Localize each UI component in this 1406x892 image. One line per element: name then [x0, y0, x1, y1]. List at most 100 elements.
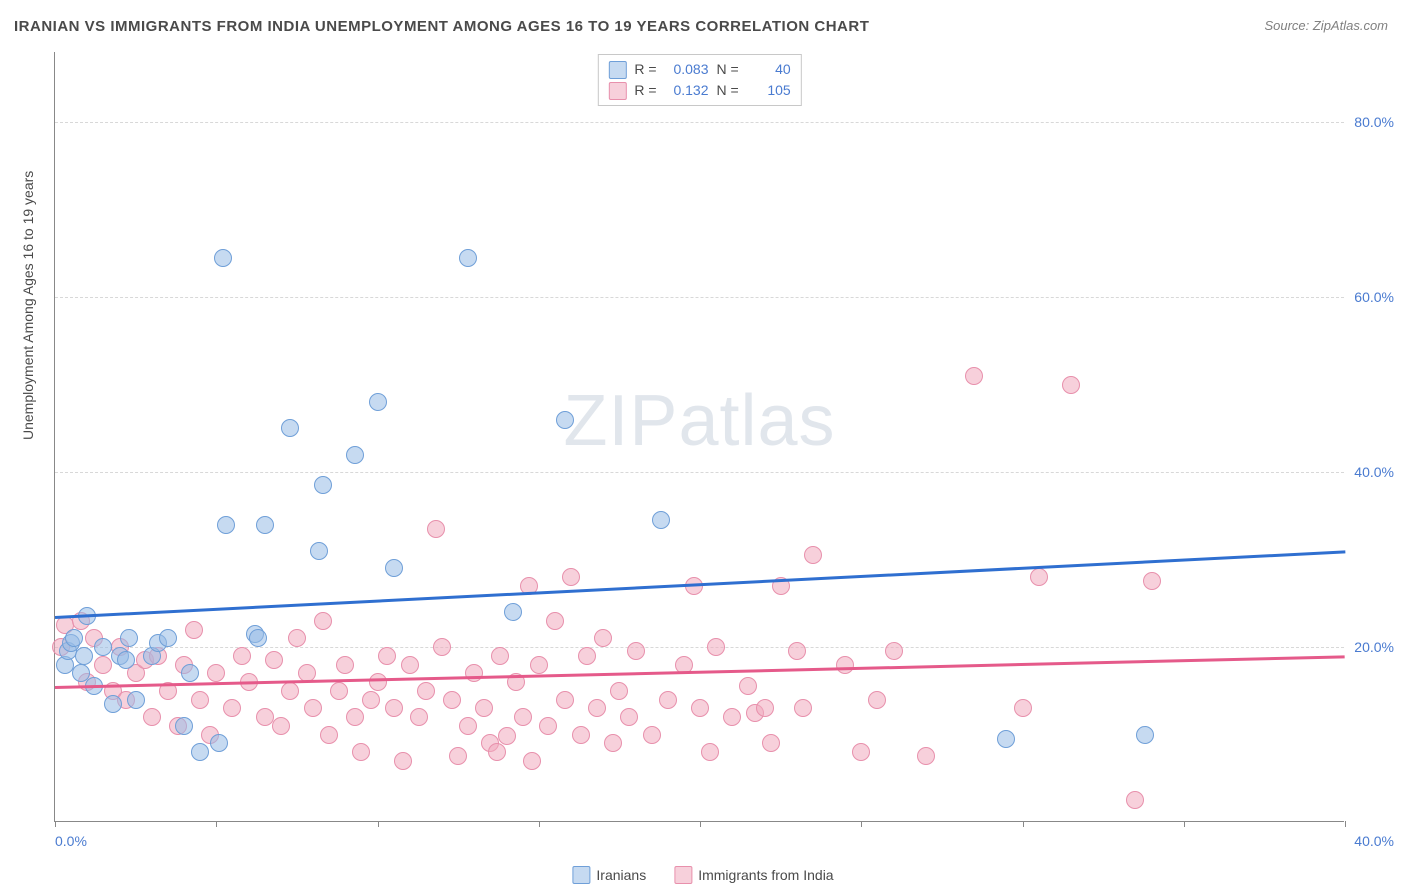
watermark-atlas: atlas	[678, 381, 835, 461]
xtick-mark	[861, 821, 862, 827]
ytick-label: 40.0%	[1354, 464, 1394, 480]
data-point	[181, 664, 199, 682]
data-point	[610, 682, 628, 700]
data-point	[523, 752, 541, 770]
data-point	[1126, 791, 1144, 809]
data-point	[762, 734, 780, 752]
stat-n-label-2: N =	[717, 80, 739, 101]
data-point	[546, 612, 564, 630]
data-point	[346, 708, 364, 726]
data-point	[1143, 572, 1161, 590]
data-point	[362, 691, 380, 709]
data-point	[272, 717, 290, 735]
data-point	[214, 249, 232, 267]
data-point	[997, 730, 1015, 748]
data-point	[556, 691, 574, 709]
data-point	[217, 516, 235, 534]
ytick-label: 60.0%	[1354, 289, 1394, 305]
data-point	[143, 708, 161, 726]
data-point	[965, 367, 983, 385]
data-point	[578, 647, 596, 665]
data-point	[739, 677, 757, 695]
data-point	[378, 647, 396, 665]
data-point	[288, 629, 306, 647]
stat-r-label-2: R =	[634, 80, 656, 101]
xtick-mark	[216, 821, 217, 827]
data-point	[336, 656, 354, 674]
data-point	[249, 629, 267, 647]
data-point	[191, 743, 209, 761]
data-point	[310, 542, 328, 560]
data-point	[159, 629, 177, 647]
data-point	[281, 419, 299, 437]
watermark-zip: ZIP	[563, 381, 678, 461]
data-point	[281, 682, 299, 700]
data-point	[65, 629, 83, 647]
ytick-label: 80.0%	[1354, 114, 1394, 130]
xtick-mark	[700, 821, 701, 827]
data-point	[1030, 568, 1048, 586]
data-point	[804, 546, 822, 564]
data-point	[572, 726, 590, 744]
data-point	[465, 664, 483, 682]
source-label: Source: ZipAtlas.com	[1264, 18, 1388, 33]
data-point	[127, 691, 145, 709]
data-point	[314, 476, 332, 494]
data-point	[556, 411, 574, 429]
data-point	[1136, 726, 1154, 744]
data-point	[620, 708, 638, 726]
data-point	[836, 656, 854, 674]
data-point	[1062, 376, 1080, 394]
stat-n-value-2: 105	[747, 80, 791, 101]
legend-label-2: Immigrants from India	[698, 867, 833, 883]
data-point	[330, 682, 348, 700]
data-point	[385, 699, 403, 717]
chart-title: IRANIAN VS IMMIGRANTS FROM INDIA UNEMPLO…	[14, 18, 869, 35]
data-point	[394, 752, 412, 770]
data-point	[185, 621, 203, 639]
data-point	[659, 691, 677, 709]
stat-n-label-1: N =	[717, 59, 739, 80]
gridline	[55, 647, 1344, 648]
xtick-mark	[539, 821, 540, 827]
data-point	[207, 664, 225, 682]
data-point	[417, 682, 435, 700]
swatch-series-1	[608, 61, 626, 79]
stats-box: R = 0.083 N = 40 R = 0.132 N = 105	[597, 54, 801, 106]
data-point	[223, 699, 241, 717]
stat-r-value-1: 0.083	[665, 59, 709, 80]
gridline	[55, 472, 1344, 473]
data-point	[594, 629, 612, 647]
data-point	[175, 717, 193, 735]
data-point	[539, 717, 557, 735]
xtick-mark	[1184, 821, 1185, 827]
gridline	[55, 297, 1344, 298]
data-point	[514, 708, 532, 726]
stats-row-2: R = 0.132 N = 105	[608, 80, 790, 101]
data-point	[498, 727, 516, 745]
data-point	[459, 249, 477, 267]
data-point	[852, 743, 870, 761]
data-point	[401, 656, 419, 674]
plot-area: ZIPatlas R = 0.083 N = 40 R = 0.132 N = …	[54, 52, 1344, 822]
data-point	[433, 638, 451, 656]
y-axis-label: Unemployment Among Ages 16 to 19 years	[20, 171, 36, 440]
chart-container: IRANIAN VS IMMIGRANTS FROM INDIA UNEMPLO…	[0, 0, 1406, 892]
data-point	[459, 717, 477, 735]
data-point	[304, 699, 322, 717]
data-point	[314, 612, 332, 630]
data-point	[701, 743, 719, 761]
data-point	[369, 673, 387, 691]
data-point	[385, 559, 403, 577]
ytick-label: 20.0%	[1354, 639, 1394, 655]
data-point	[652, 511, 670, 529]
data-point	[346, 446, 364, 464]
data-point	[691, 699, 709, 717]
legend: Iranians Immigrants from India	[572, 866, 833, 884]
data-point	[562, 568, 580, 586]
data-point	[94, 656, 112, 674]
data-point	[794, 699, 812, 717]
data-point	[210, 734, 228, 752]
data-point	[191, 691, 209, 709]
data-point	[788, 642, 806, 660]
